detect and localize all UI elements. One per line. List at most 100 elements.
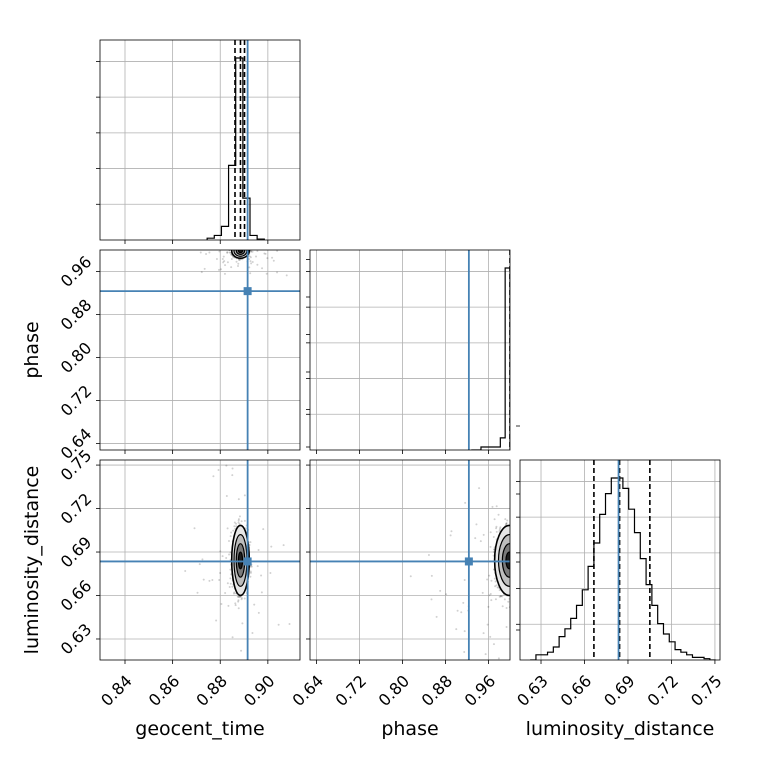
scatter-point	[498, 589, 501, 592]
y-tick-label: 0.96	[57, 252, 96, 291]
scatter-point	[223, 260, 226, 263]
scatter-point	[240, 520, 243, 523]
truth-marker	[243, 557, 252, 566]
panel-frame	[309, 459, 511, 661]
scatter-point	[455, 628, 458, 631]
scatter-point	[226, 251, 229, 254]
scatter-point	[495, 525, 498, 528]
scatter-point	[237, 498, 240, 501]
y-tick-label: 0.72	[57, 489, 96, 528]
scatter-point	[220, 603, 223, 606]
scatter-point	[205, 253, 208, 256]
scatter-point	[487, 605, 490, 608]
scatter-point	[221, 258, 224, 261]
scatter-point	[243, 597, 246, 600]
scatter-point	[439, 589, 442, 592]
scatter-point	[230, 258, 233, 261]
scatter-point	[285, 274, 288, 277]
scatter-point	[200, 271, 203, 274]
scatter-point	[456, 609, 459, 612]
scatter-point	[237, 521, 240, 524]
scatter-point	[222, 255, 225, 258]
scatter-point	[228, 251, 231, 254]
scatter-point	[507, 600, 510, 603]
scatter-point	[230, 253, 233, 256]
scatter-point	[505, 523, 508, 526]
scatter-point	[497, 657, 500, 660]
scatter-point	[492, 535, 495, 538]
scatter-point	[488, 574, 491, 577]
scatter-point	[250, 250, 253, 253]
scatter-point	[241, 622, 244, 625]
scatter-point	[249, 260, 252, 263]
scatter-point	[237, 599, 240, 602]
scatter-point	[505, 626, 508, 629]
scatter-point	[225, 464, 228, 467]
scatter-point	[288, 622, 291, 625]
truth-marker	[243, 287, 252, 296]
scatter-point	[270, 545, 273, 548]
scatter-point	[249, 541, 252, 544]
scatter-point	[494, 580, 497, 583]
scatter-point	[237, 258, 240, 261]
histogram-geocent_time	[206, 57, 265, 240]
scatter-point	[235, 260, 238, 263]
scatter-point	[255, 255, 258, 258]
y-tick-label: 0.88	[57, 295, 96, 334]
scatter-point	[226, 527, 229, 530]
scatter-point	[196, 591, 199, 594]
scatter-point	[435, 615, 438, 618]
scatter-point	[504, 518, 507, 521]
scatter-point	[489, 531, 492, 534]
histogram-phase	[471, 267, 510, 450]
scatter-point	[489, 592, 492, 595]
scatter-point	[243, 705, 245, 707]
scatter-point	[229, 535, 232, 538]
scatter-point	[481, 591, 484, 594]
scatter-point	[449, 534, 452, 537]
x-tick-label: 0.75	[687, 671, 726, 710]
scatter-point	[218, 579, 221, 582]
scatter-point	[265, 272, 268, 275]
scatter-point	[282, 544, 285, 547]
scatter-point	[249, 570, 252, 573]
scatter-point	[271, 256, 274, 259]
scatter-point	[229, 568, 232, 571]
scatter-point	[228, 540, 231, 543]
scatter-point	[464, 501, 467, 504]
panel-content	[206, 40, 265, 240]
scatter-point	[494, 598, 497, 601]
scatter-point	[237, 600, 240, 603]
scatter-point	[226, 582, 229, 585]
scatter-point	[237, 518, 240, 521]
scatter-point	[199, 251, 202, 254]
panel-phase-phase	[306, 249, 511, 451]
scatter-point	[257, 549, 260, 552]
scatter-point	[222, 261, 225, 264]
scatter-point	[238, 259, 241, 262]
scatter-point	[240, 649, 243, 652]
scatter-point	[493, 577, 496, 580]
scatter-point	[193, 527, 196, 530]
scatter-point	[229, 551, 232, 554]
scatter-point	[249, 565, 252, 568]
scatter-point	[503, 598, 506, 601]
x-tick-label: 0.63	[513, 671, 552, 710]
scatter-point	[499, 526, 502, 529]
y-axis-title: luminosity_distance	[21, 466, 43, 655]
density-contour	[505, 551, 510, 570]
x-tick-label: 0.96	[461, 671, 500, 710]
scatter-point	[494, 585, 497, 588]
panel-frame	[309, 249, 511, 451]
scatter-point	[248, 255, 251, 258]
scatter-point	[248, 258, 251, 261]
x-tick-label: 0.69	[600, 671, 639, 710]
scatter-point	[184, 569, 187, 572]
scatter-point	[228, 586, 231, 589]
panel-frame	[99, 249, 301, 451]
scatter-point	[225, 557, 228, 560]
scatter-point	[236, 595, 239, 598]
scatter-point	[226, 251, 229, 254]
scatter-point	[211, 579, 214, 582]
